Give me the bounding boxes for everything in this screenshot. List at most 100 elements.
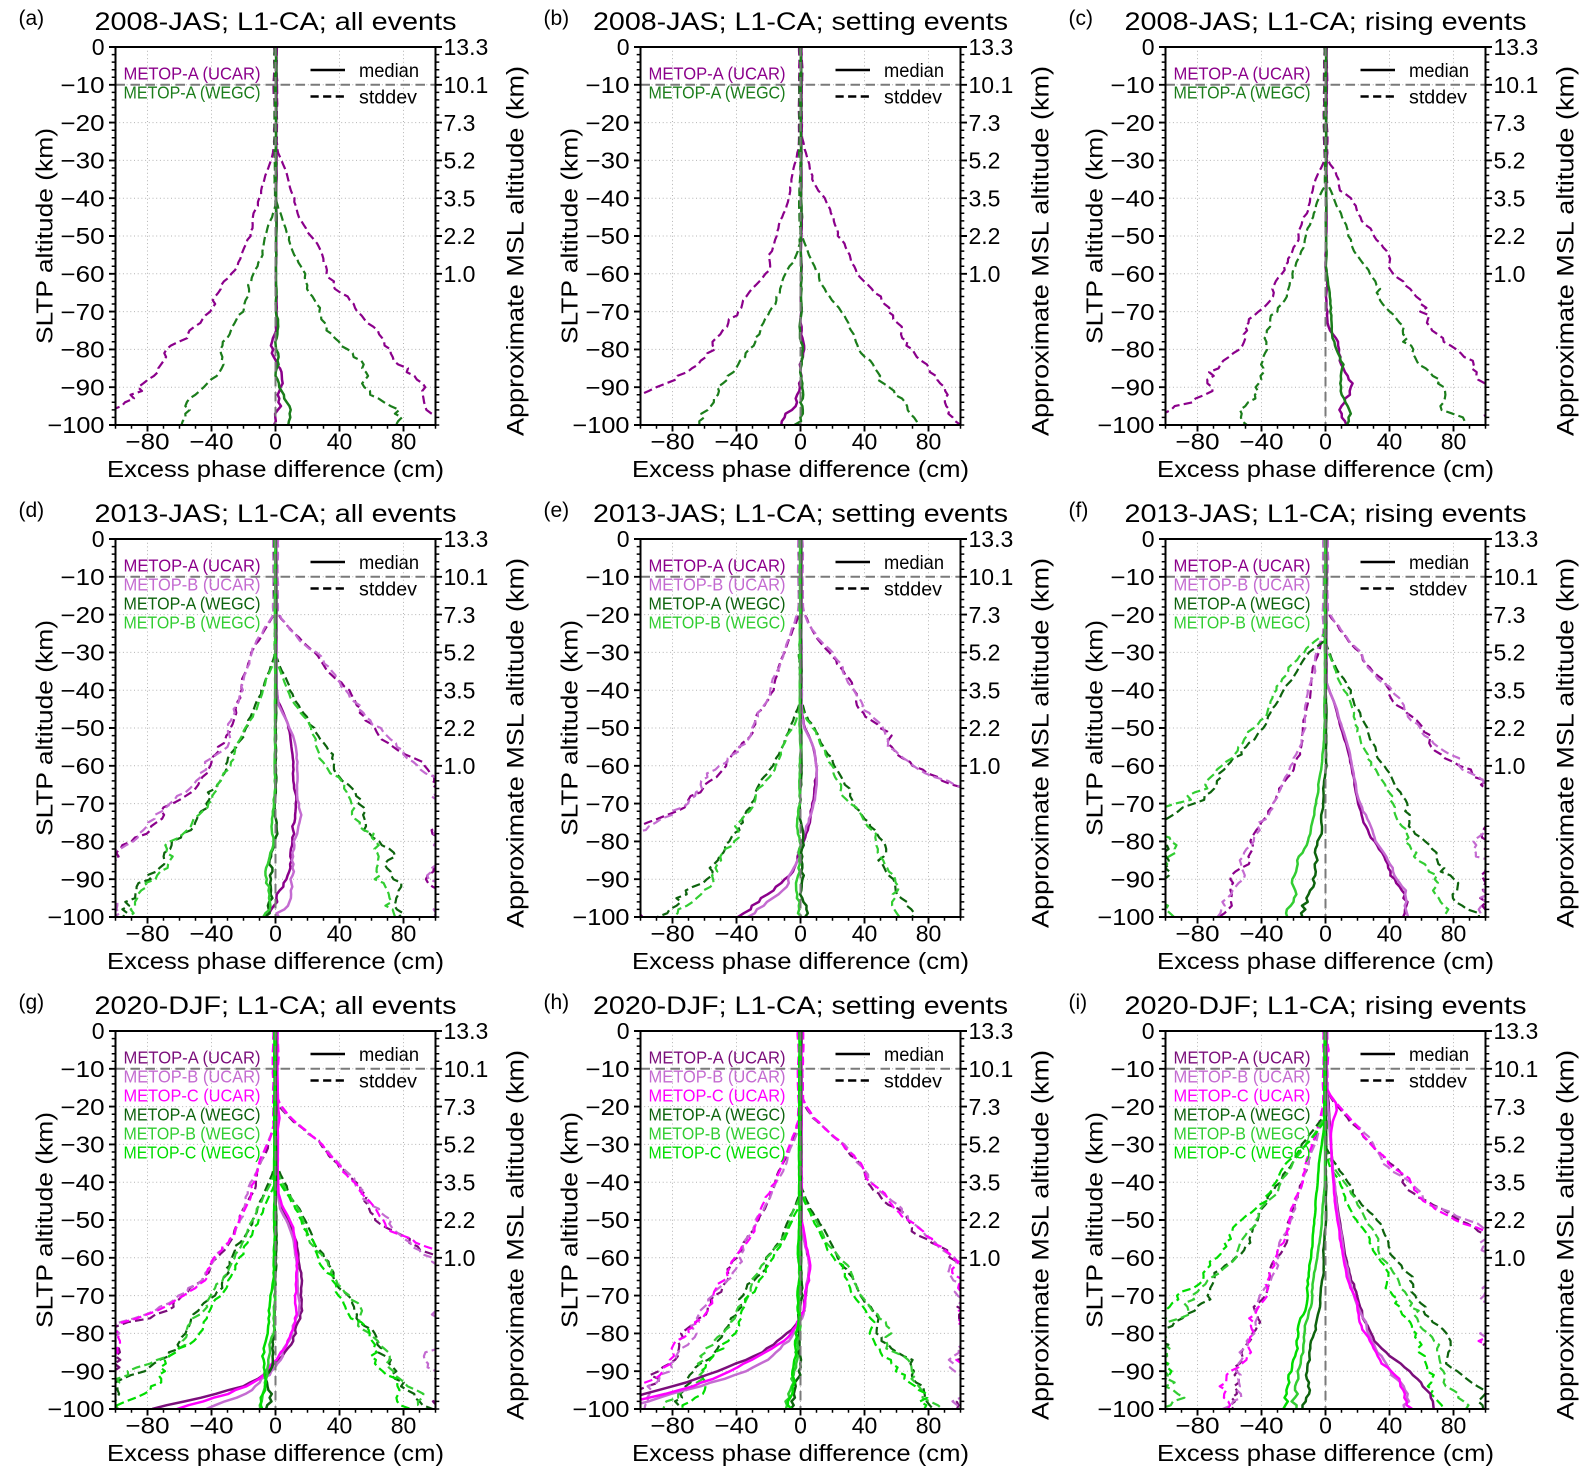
svg-text:2.2: 2.2 [444,223,476,249]
svg-text:METOP-A (UCAR): METOP-A (UCAR) [649,556,786,576]
svg-text:−40: −40 [1240,1413,1284,1439]
svg-text:1.0: 1.0 [1494,753,1526,779]
svg-text:−70: −70 [1111,1283,1155,1309]
svg-text:−10: −10 [61,72,105,98]
svg-text:−50: −50 [61,223,105,249]
svg-text:METOP-B (WEGC): METOP-B (WEGC) [124,613,261,633]
svg-text:2013-JAS; L1-CA; all events: 2013-JAS; L1-CA; all events [95,500,457,528]
svg-text:−100: −100 [573,1396,630,1422]
svg-text:0: 0 [794,429,807,455]
svg-text:SLTP altitude (km): SLTP altitude (km) [557,128,583,344]
svg-text:−70: −70 [586,1283,630,1309]
svg-text:−100: −100 [1098,412,1155,438]
svg-text:Excess phase difference (cm): Excess phase difference (cm) [632,456,969,482]
svg-text:METOP-B (WEGC): METOP-B (WEGC) [649,1124,786,1144]
svg-text:−20: −20 [1111,602,1155,628]
svg-text:−60: −60 [1111,1245,1155,1271]
svg-text:80: 80 [916,1413,942,1439]
svg-text:2020-DJF; L1-CA; setting event: 2020-DJF; L1-CA; setting events [593,992,1008,1020]
svg-text:0: 0 [269,921,282,947]
svg-text:−80: −80 [586,829,630,855]
svg-text:2008-JAS; L1-CA; all events: 2008-JAS; L1-CA; all events [95,8,457,36]
svg-text:−50: −50 [586,1207,630,1233]
svg-text:10.1: 10.1 [444,1056,489,1082]
svg-text:(a): (a) [19,7,45,30]
svg-text:METOP-A (UCAR): METOP-A (UCAR) [124,556,261,576]
svg-text:5.2: 5.2 [1494,148,1526,174]
svg-text:−50: −50 [61,1207,105,1233]
svg-text:7.3: 7.3 [1494,110,1526,136]
svg-text:METOP-C (WEGC): METOP-C (WEGC) [1174,1143,1311,1163]
svg-text:−80: −80 [1111,1321,1155,1347]
svg-text:−80: −80 [1111,337,1155,363]
svg-text:−10: −10 [1111,564,1155,590]
svg-text:7.3: 7.3 [1494,1094,1526,1120]
svg-text:0: 0 [617,526,630,552]
svg-text:13.3: 13.3 [969,526,1014,552]
svg-text:5.2: 5.2 [969,148,1001,174]
svg-text:−100: −100 [1098,904,1155,930]
svg-text:METOP-A (WEGC): METOP-A (WEGC) [1174,594,1311,614]
svg-text:80: 80 [391,921,417,947]
svg-text:SLTP altitude (km): SLTP altitude (km) [32,128,58,344]
svg-text:7.3: 7.3 [444,1094,476,1120]
svg-text:−80: −80 [126,429,170,455]
svg-text:−20: −20 [61,1094,105,1120]
svg-text:−90: −90 [61,866,105,892]
svg-text:10.1: 10.1 [1494,564,1539,590]
svg-text:−100: −100 [1098,1396,1155,1422]
svg-text:SLTP altitude (km): SLTP altitude (km) [1082,1112,1108,1328]
svg-text:−30: −30 [61,148,105,174]
svg-text:METOP-B (WEGC): METOP-B (WEGC) [1174,613,1311,633]
svg-text:median: median [884,552,944,574]
svg-text:SLTP altitude (km): SLTP altitude (km) [557,620,583,836]
svg-text:7.3: 7.3 [969,110,1001,136]
svg-text:−70: −70 [586,791,630,817]
svg-text:median: median [359,552,419,574]
svg-text:40: 40 [852,429,878,455]
svg-text:3.5: 3.5 [1494,1169,1526,1195]
svg-text:40: 40 [1377,429,1403,455]
svg-text:−90: −90 [61,1358,105,1384]
svg-text:METOP-B (WEGC): METOP-B (WEGC) [649,613,786,633]
svg-text:80: 80 [916,429,942,455]
svg-text:−70: −70 [586,299,630,325]
svg-text:2.2: 2.2 [969,223,1001,249]
svg-text:(i): (i) [1069,991,1088,1014]
svg-text:7.3: 7.3 [969,1094,1001,1120]
svg-text:−40: −40 [715,921,759,947]
svg-text:Approximate MSL altitude (km): Approximate MSL altitude (km) [503,66,530,436]
svg-text:3.5: 3.5 [444,677,476,703]
svg-text:median: median [1409,552,1469,574]
svg-text:10.1: 10.1 [1494,1056,1539,1082]
svg-text:−10: −10 [1111,1056,1155,1082]
svg-text:1.0: 1.0 [969,1245,1001,1271]
svg-text:40: 40 [1377,921,1403,947]
svg-text:−80: −80 [651,429,695,455]
svg-text:stddev: stddev [1409,579,1467,601]
svg-text:0: 0 [92,34,105,60]
svg-text:METOP-A (WEGC): METOP-A (WEGC) [124,83,261,103]
svg-text:80: 80 [391,1413,417,1439]
svg-text:−30: −30 [61,1132,105,1158]
svg-text:80: 80 [1441,1413,1467,1439]
svg-text:stddev: stddev [359,1071,417,1093]
svg-text:METOP-B (WEGC): METOP-B (WEGC) [1174,1124,1311,1144]
svg-text:2.2: 2.2 [444,715,476,741]
svg-text:−50: −50 [586,223,630,249]
svg-text:−20: −20 [586,602,630,628]
svg-text:−80: −80 [61,829,105,855]
svg-text:−90: −90 [61,374,105,400]
svg-text:10.1: 10.1 [969,564,1014,590]
svg-text:−30: −30 [61,640,105,666]
svg-text:−60: −60 [586,1245,630,1271]
svg-text:5.2: 5.2 [1494,640,1526,666]
svg-text:0: 0 [1319,429,1332,455]
svg-text:0: 0 [269,429,282,455]
svg-text:−60: −60 [61,753,105,779]
svg-text:METOP-A (UCAR): METOP-A (UCAR) [649,64,786,84]
svg-text:−20: −20 [1111,110,1155,136]
svg-text:2008-JAS; L1-CA; rising events: 2008-JAS; L1-CA; rising events [1125,8,1527,36]
svg-text:3.5: 3.5 [1494,677,1526,703]
svg-text:median: median [1409,1044,1469,1066]
